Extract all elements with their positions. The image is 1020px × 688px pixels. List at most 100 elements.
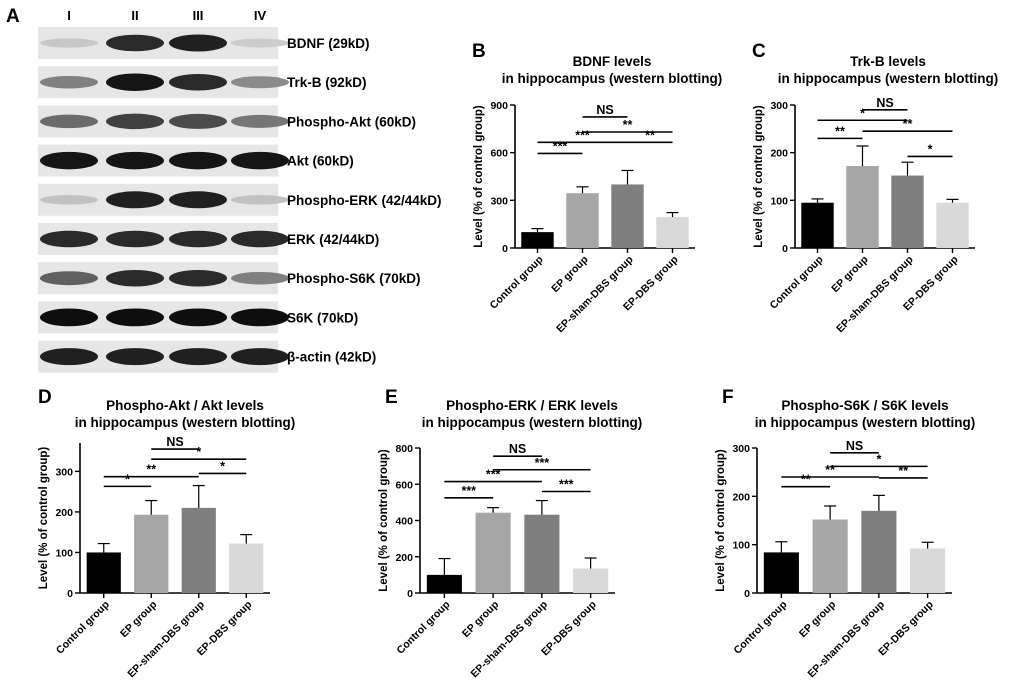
bar xyxy=(181,507,216,593)
y-tick-label: 300 xyxy=(55,466,73,478)
significance-label: NS xyxy=(166,435,183,449)
blot-band xyxy=(106,269,164,287)
blot-band xyxy=(40,75,98,89)
significance-label: NS xyxy=(846,439,863,453)
y-axis-label: Level (% of control group) xyxy=(38,447,50,590)
category-label: Control group xyxy=(488,254,546,312)
blot-band xyxy=(106,308,164,327)
category-label: Control group xyxy=(768,254,826,312)
y-tick-label: 100 xyxy=(732,540,750,552)
chart-title: Trk-B levels xyxy=(850,54,926,69)
chart-d: D Phospho-Akt / Akt levels in hippocampus … xyxy=(38,387,295,680)
panel-letter: D xyxy=(38,387,52,408)
y-tick-label: 0 xyxy=(67,588,73,600)
significance-label: ** xyxy=(623,118,633,132)
bar xyxy=(475,512,511,593)
category-label: EP group xyxy=(829,254,870,295)
blot-band xyxy=(106,34,164,52)
bar xyxy=(229,543,264,593)
bar xyxy=(573,568,609,593)
bar xyxy=(861,510,897,593)
y-axis-label: Level (% of control group) xyxy=(378,449,390,592)
y-tick-label: 200 xyxy=(55,507,73,519)
bar xyxy=(524,514,560,593)
category-label: Control group xyxy=(395,599,453,657)
blot-band xyxy=(231,38,289,48)
y-tick-label: 300 xyxy=(770,100,788,112)
blot-band xyxy=(169,34,227,52)
chart-title: Phospho-S6K / S6K levels xyxy=(781,398,948,413)
category-label: EP-sham-DBS group xyxy=(554,254,636,336)
chart-subtitle: in hippocampus (western blotting) xyxy=(422,415,643,430)
category-label: EP-sham-DBS group xyxy=(834,254,916,336)
blot-band xyxy=(169,73,227,91)
category-label: EP group xyxy=(549,254,590,295)
blot-band xyxy=(231,230,289,248)
y-tick-label: 200 xyxy=(732,491,750,503)
y-axis-label: Level (% of control group) xyxy=(715,449,727,592)
lane-label: II xyxy=(131,8,138,23)
bar xyxy=(763,552,799,593)
y-tick-label: 100 xyxy=(55,547,73,559)
significance-label: ** xyxy=(645,128,655,142)
y-tick-label: 0 xyxy=(744,588,750,600)
y-tick-label: 300 xyxy=(732,443,750,455)
blot-band xyxy=(40,114,98,129)
blot-band xyxy=(231,271,289,285)
blot-band xyxy=(40,230,98,248)
blot-label: β-actin (42kD) xyxy=(287,350,376,365)
blot-label: BDNF (29kD) xyxy=(287,36,370,51)
blot-band xyxy=(106,73,164,91)
significance-label: ** xyxy=(146,463,156,477)
panel-letter: B xyxy=(472,41,486,62)
bar xyxy=(566,193,599,248)
category-label: EP group xyxy=(797,599,838,640)
bar xyxy=(86,552,121,593)
blot-band xyxy=(231,308,289,327)
significance-label: * xyxy=(860,106,865,120)
category-label: Control group xyxy=(54,599,112,657)
y-tick-label: 400 xyxy=(395,516,413,528)
y-tick-label: 0 xyxy=(407,588,413,600)
y-tick-label: 900 xyxy=(490,100,508,112)
y-tick-label: 600 xyxy=(490,148,508,160)
bar xyxy=(426,574,462,593)
panel-letter-a: A xyxy=(6,6,20,27)
bar xyxy=(936,202,969,248)
blot-band xyxy=(40,308,98,327)
blot-band xyxy=(106,348,164,366)
bar xyxy=(656,217,689,248)
y-tick-label: 0 xyxy=(502,243,508,255)
blot-band xyxy=(106,151,164,170)
bar xyxy=(521,232,554,248)
blot-band xyxy=(40,38,98,48)
bar xyxy=(910,548,946,593)
chart-title: Phospho-Akt / Akt levels xyxy=(106,398,264,413)
lane-label: IV xyxy=(254,8,267,23)
y-tick-label: 600 xyxy=(395,479,413,491)
y-axis-label: Level (% of control group) xyxy=(753,105,765,248)
blot-band xyxy=(169,191,227,209)
blot-label: S6K (70kD) xyxy=(287,310,358,325)
y-tick-label: 200 xyxy=(395,552,413,564)
chart-subtitle: in hippocampus (western blotting) xyxy=(502,71,723,86)
bar xyxy=(801,202,834,248)
blot-band xyxy=(231,195,289,205)
panel-letter: F xyxy=(722,387,734,408)
blot-band xyxy=(169,113,227,129)
significance-label: ** xyxy=(835,124,845,138)
y-tick-label: 100 xyxy=(770,195,788,207)
blot-band xyxy=(169,308,227,327)
significance-label: *** xyxy=(575,128,590,142)
lane-label: I xyxy=(67,8,71,23)
chart-f: F Phospho-S6K / S6K levels in hippocampus … xyxy=(715,387,975,680)
blot-band xyxy=(169,151,227,170)
significance-label: ** xyxy=(903,117,913,131)
blot-band xyxy=(169,230,227,248)
panel-letter: C xyxy=(752,41,766,62)
significance-label: NS xyxy=(509,442,526,456)
significance-label: *** xyxy=(559,478,574,492)
lane-label: III xyxy=(193,8,204,23)
